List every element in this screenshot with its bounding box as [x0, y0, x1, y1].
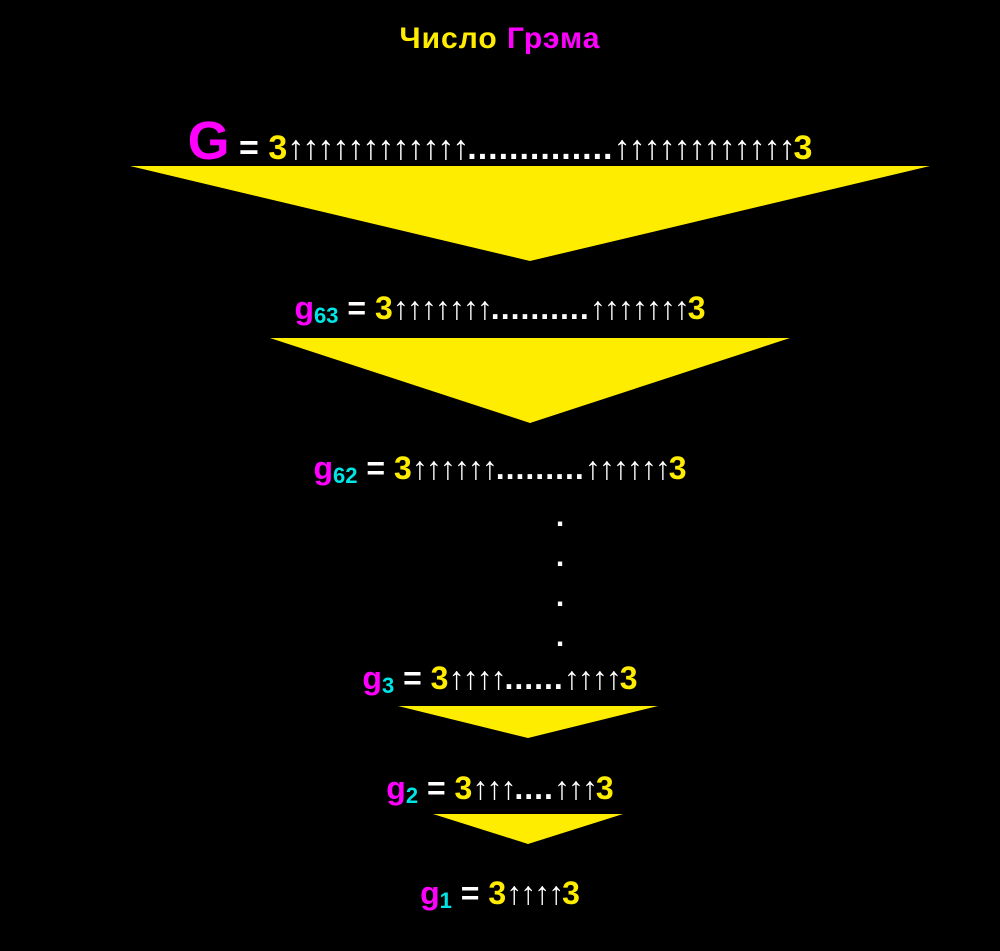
- row-g1: g1 = 3↑↑↑↑3: [0, 875, 1000, 914]
- triangle-shape-g3: [398, 706, 658, 738]
- equals-g62: =: [357, 450, 393, 486]
- vdot-2: .: [0, 580, 1000, 614]
- vdot-0: .: [0, 500, 1000, 534]
- label-g-g2: g: [386, 770, 406, 806]
- vdot-1: .: [0, 540, 1000, 574]
- arrows-right-g63: ↑↑↑↑↑↑↑: [590, 290, 688, 326]
- dots-g3: ......: [504, 660, 563, 696]
- triangle-shape-G: [130, 166, 930, 261]
- three-right-g2: 3: [596, 770, 614, 806]
- three-left-G: 3: [268, 129, 287, 167]
- arrows-left-g62: ↑↑↑↑↑↑: [412, 450, 496, 486]
- arrows-left-g3: ↑↑↑↑: [448, 660, 504, 696]
- diagram-stage: Число Грэма G = 3↑↑↑↑↑↑↑↑↑↑↑↑...........…: [0, 0, 1000, 951]
- three-right-g3: 3: [620, 660, 638, 696]
- title: Число Грэма: [0, 22, 1000, 56]
- label-sub-g3: 3: [382, 673, 394, 698]
- equals-g3: =: [394, 660, 430, 696]
- arrows-left-g1: ↑↑↑↑: [506, 875, 562, 911]
- row-g62: g62 = 3↑↑↑↑↑↑.........↑↑↑↑↑↑3: [0, 450, 1000, 489]
- label-g-g62: g: [313, 450, 333, 486]
- arrows-left-G: ↑↑↑↑↑↑↑↑↑↑↑↑: [287, 129, 467, 167]
- dots-g2: ....: [514, 770, 554, 806]
- dots-G: ..............: [467, 129, 613, 167]
- triangle-after-g2: [0, 814, 1000, 849]
- title-word1: Число: [400, 22, 498, 55]
- three-right-g62: 3: [669, 450, 687, 486]
- three-right-g1: 3: [562, 875, 580, 911]
- arrows-right-g2: ↑↑↑: [554, 770, 596, 806]
- arrows-left-g63: ↑↑↑↑↑↑↑: [393, 290, 491, 326]
- triangle-after-G: [0, 166, 1000, 266]
- dots-g62: .........: [496, 450, 585, 486]
- triangle-after-g63: [0, 338, 1000, 428]
- three-left-g62: 3: [394, 450, 412, 486]
- label-g-g1: g: [420, 875, 440, 911]
- arrows-right-g3: ↑↑↑↑: [564, 660, 620, 696]
- equals-g63: =: [339, 290, 375, 326]
- equals-g1: =: [452, 875, 488, 911]
- row-line-g1: g1 = 3↑↑↑↑3: [420, 875, 580, 914]
- three-left-g63: 3: [375, 290, 393, 326]
- label-sub-g62: 62: [333, 463, 357, 488]
- three-left-g1: 3: [488, 875, 506, 911]
- row-g2: g2 = 3↑↑↑....↑↑↑3: [0, 770, 1000, 809]
- arrows-right-G: ↑↑↑↑↑↑↑↑↑↑↑↑: [614, 129, 794, 167]
- equals-g2: =: [418, 770, 454, 806]
- three-right-g63: 3: [688, 290, 706, 326]
- arrows-left-g2: ↑↑↑: [472, 770, 514, 806]
- vdot-3: .: [0, 620, 1000, 654]
- triangle-shape-g2: [433, 814, 623, 844]
- triangle-after-g3: [0, 706, 1000, 743]
- label-sub-g2: 2: [406, 783, 418, 808]
- label-sub-g1: 1: [440, 888, 452, 913]
- arrows-right-g62: ↑↑↑↑↑↑: [585, 450, 669, 486]
- row-G: G = 3↑↑↑↑↑↑↑↑↑↑↑↑..............↑↑↑↑↑↑↑↑↑…: [0, 110, 1000, 172]
- triangle-shape-g63: [270, 338, 790, 423]
- dots-g63: ..........: [491, 290, 590, 326]
- title-word2: Грэма: [507, 22, 600, 55]
- row-line-g63: g63 = 3↑↑↑↑↑↑↑..........↑↑↑↑↑↑↑3: [295, 290, 706, 329]
- three-left-g2: 3: [455, 770, 473, 806]
- label-g-g3: g: [362, 660, 382, 696]
- label-main-G: G: [188, 111, 230, 171]
- three-right-G: 3: [794, 129, 813, 167]
- row-g63: g63 = 3↑↑↑↑↑↑↑..........↑↑↑↑↑↑↑3: [0, 290, 1000, 329]
- row-g3: g3 = 3↑↑↑↑......↑↑↑↑3: [0, 660, 1000, 699]
- row-line-G: G = 3↑↑↑↑↑↑↑↑↑↑↑↑..............↑↑↑↑↑↑↑↑↑…: [188, 110, 813, 172]
- row-line-g2: g2 = 3↑↑↑....↑↑↑3: [386, 770, 613, 809]
- three-left-g3: 3: [431, 660, 449, 696]
- label-g-g63: g: [295, 290, 315, 326]
- label-sub-g63: 63: [314, 303, 338, 328]
- row-line-g3: g3 = 3↑↑↑↑......↑↑↑↑3: [362, 660, 637, 699]
- equals-G: =: [230, 129, 269, 167]
- row-line-g62: g62 = 3↑↑↑↑↑↑.........↑↑↑↑↑↑3: [313, 450, 686, 489]
